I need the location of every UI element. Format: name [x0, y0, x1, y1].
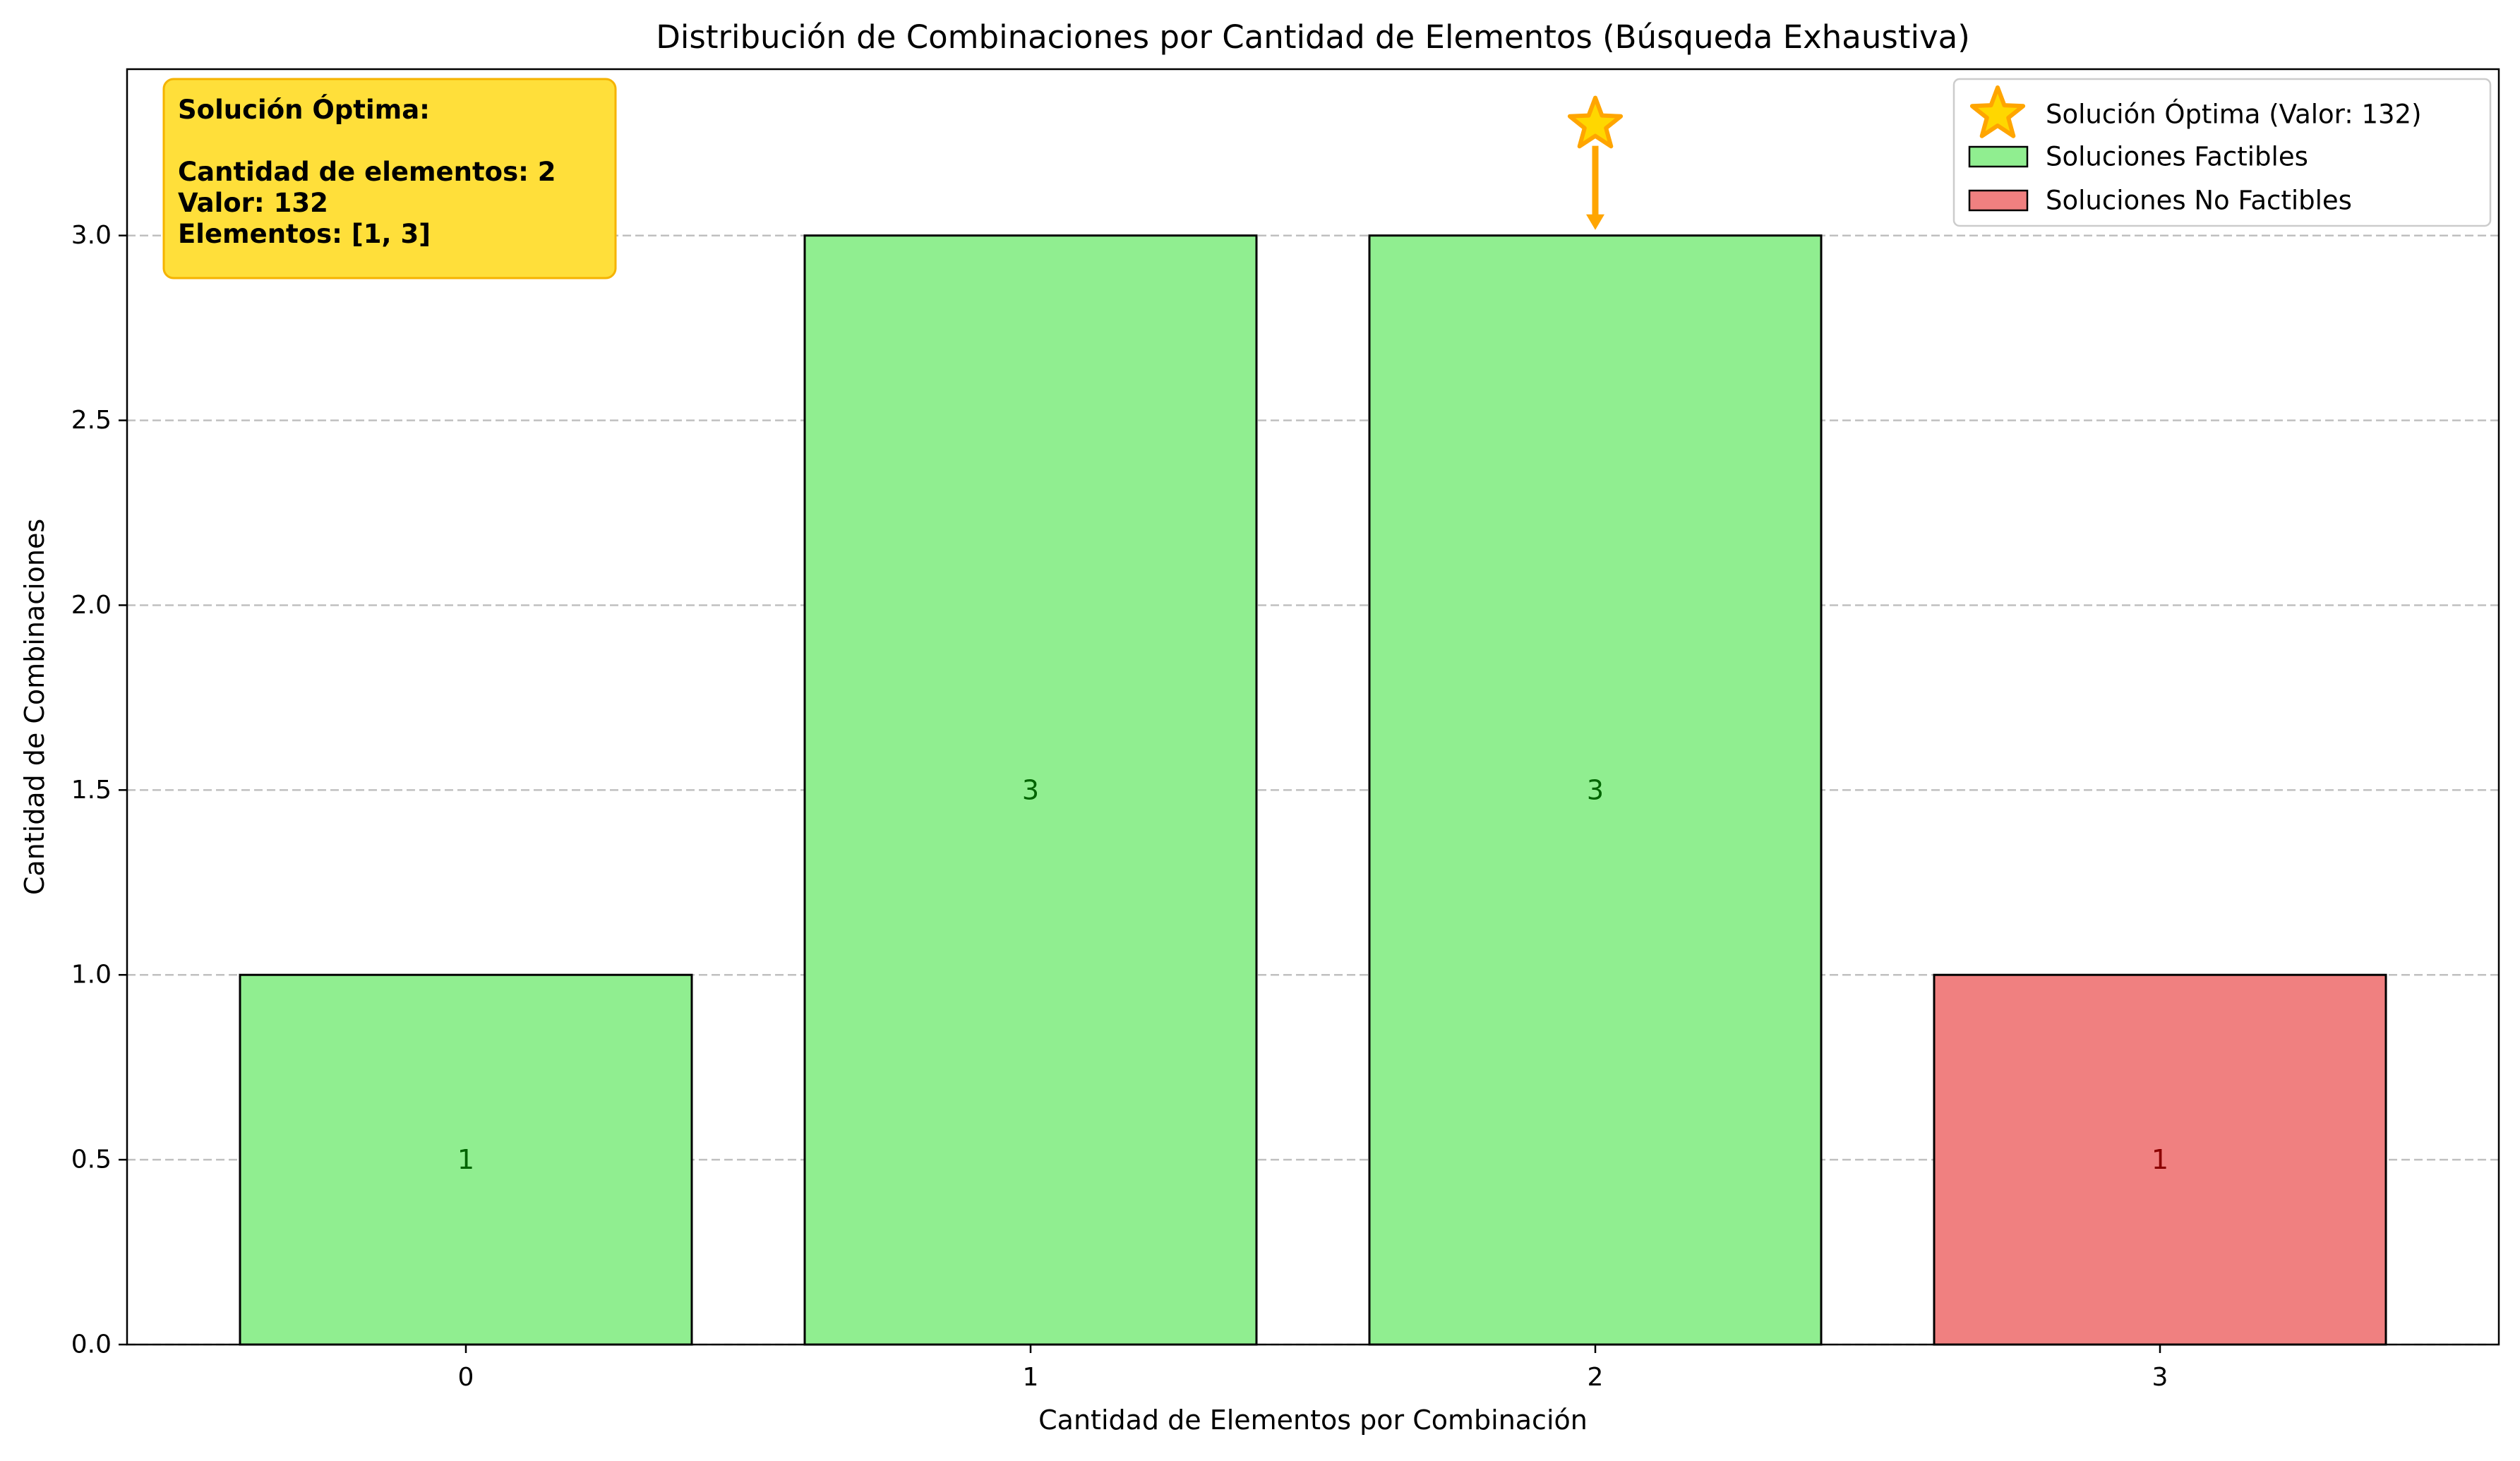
legend-patch-infeasible [1968, 189, 2029, 212]
y-tick-label: 0.5 [71, 1146, 112, 1174]
legend-patch-feasible [1968, 145, 2029, 168]
optimal-star-icon [1567, 95, 1624, 149]
y-tick-label: 0.0 [71, 1330, 112, 1359]
annotation-line: Valor: 132 [178, 188, 328, 218]
y-tick-label: 1.5 [71, 776, 112, 805]
bar [239, 973, 693, 1346]
y-axis-label: Cantidad de Combinaciones [19, 519, 50, 895]
x-tick-label: 0 [458, 1363, 474, 1392]
y-tick-label: 3.0 [71, 221, 112, 250]
bar-value-label: 3 [1587, 774, 1604, 805]
axes-frame [126, 68, 2500, 1346]
x-tick-label: 2 [1588, 1363, 1604, 1392]
chart-title: Distribución de Combinaciones por Cantid… [656, 18, 1970, 56]
annotation-line: Elementos: [1, 3] [178, 219, 431, 249]
legend-box [1952, 78, 2492, 227]
x-axis-label: Cantidad de Elementos por Combinación [1038, 1405, 1588, 1436]
y-tick-label: 1.0 [71, 961, 112, 990]
bar-value-label: 1 [457, 1144, 474, 1175]
x-tick-label: 3 [2152, 1363, 2168, 1392]
annotation-line: Solución Óptima: [178, 94, 430, 125]
bar [1933, 973, 2387, 1346]
y-tick-label: 2.0 [71, 591, 112, 620]
x-tick-label: 1 [1023, 1363, 1039, 1392]
bar [803, 234, 1258, 1346]
bars [239, 234, 2387, 1346]
optimal-arrow-head [1586, 214, 1604, 230]
y-tick-label: 2.5 [71, 406, 112, 435]
legend-label: Solución Óptima (Valor: 132) [2046, 99, 2422, 130]
bar-value-label: 3 [1022, 774, 1039, 805]
legend-star-icon [1969, 85, 2026, 138]
legend-label: Soluciones Factibles [2046, 142, 2308, 172]
bar-value-label: 1 [2152, 1144, 2168, 1175]
bar [1368, 234, 1823, 1346]
annotation-line: Cantidad de elementos: 2 [178, 157, 556, 187]
optimal-solution-box [162, 78, 617, 279]
legend-label: Soluciones No Factibles [2046, 186, 2352, 216]
